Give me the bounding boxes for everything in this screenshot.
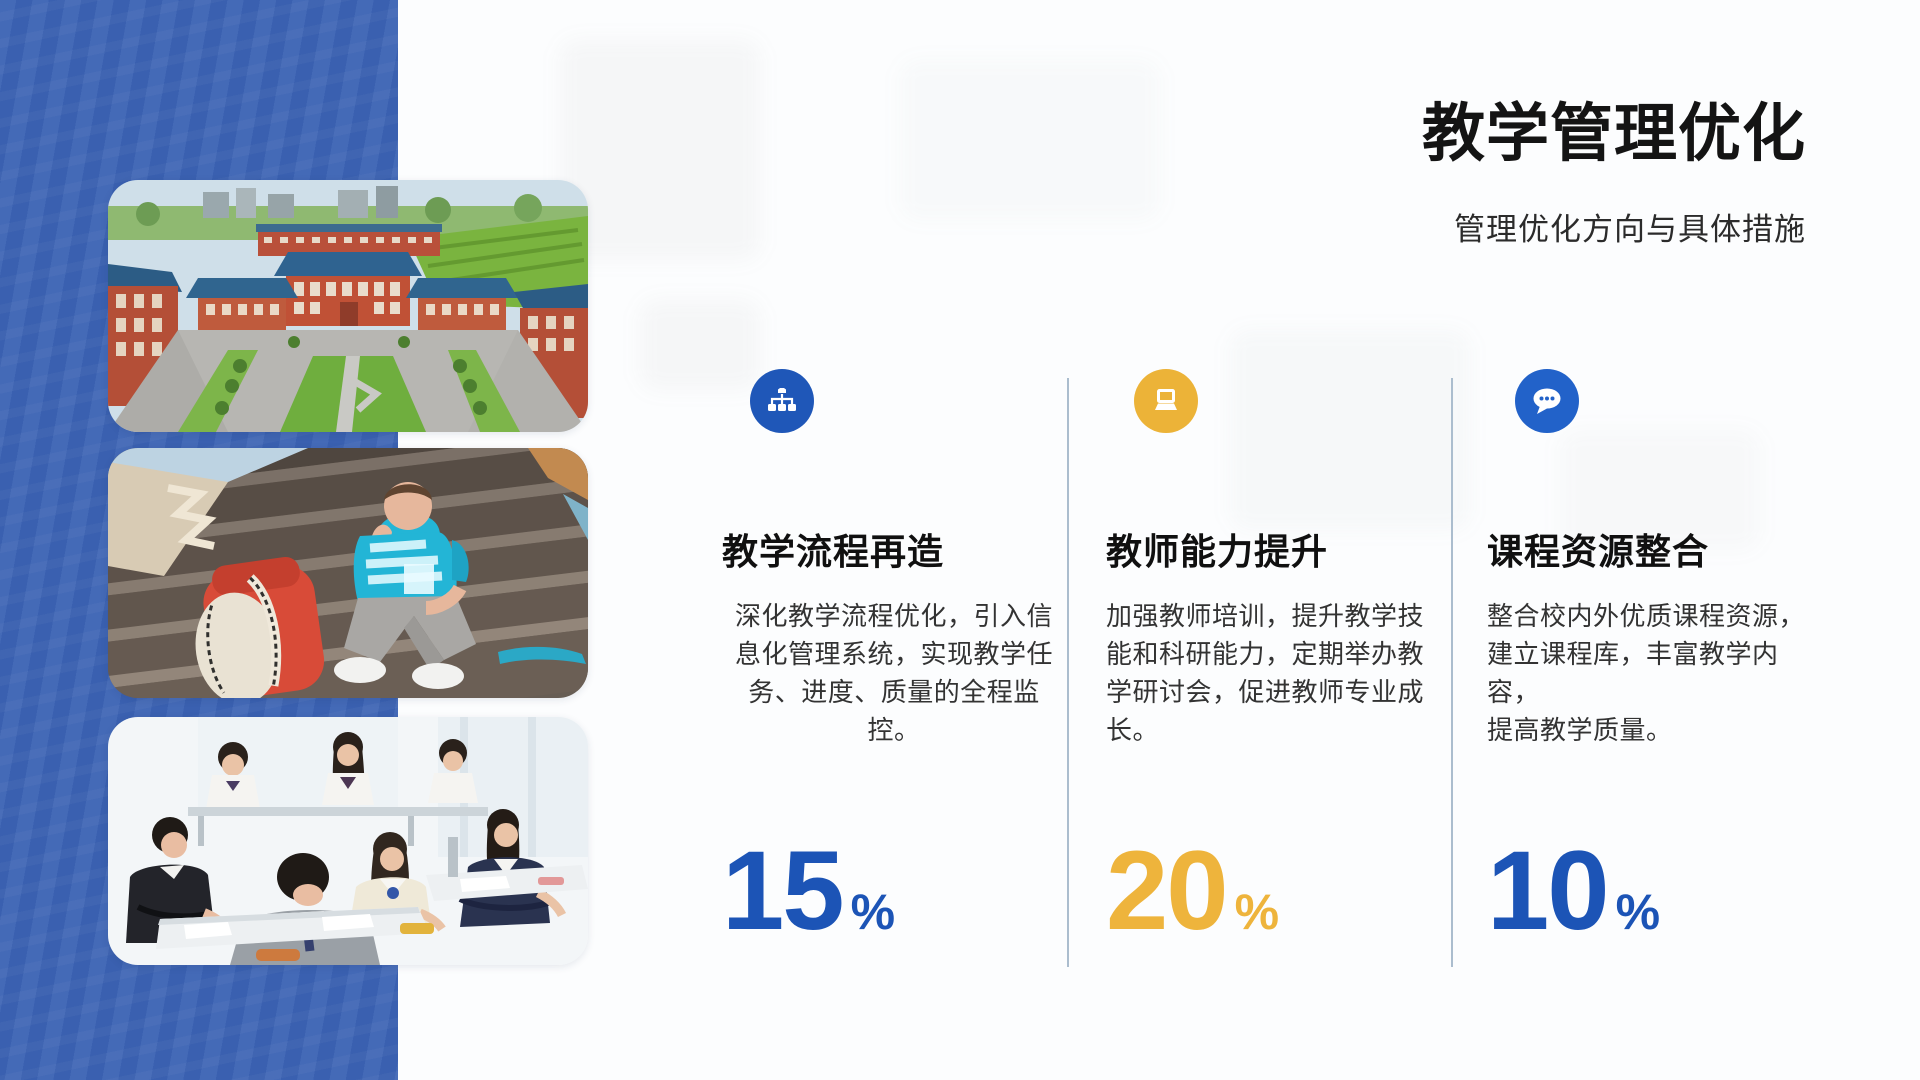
background-watermark	[900, 60, 1160, 220]
students-classroom-photo	[108, 717, 588, 965]
page-title: 教学管理优化	[1422, 99, 1806, 169]
stat-value: 20%	[1106, 835, 1279, 947]
stat-value: 10%	[1487, 835, 1660, 947]
column-heading: 课程资源整合	[1487, 531, 1710, 572]
stat-number: 15	[722, 828, 845, 953]
column-body: 整合校内外优质课程资源， 建立课程库，丰富教学内容， 提高教学质量。	[1487, 601, 1806, 745]
background-watermark	[640, 300, 760, 390]
chat-bubble-icon	[1515, 369, 1579, 433]
stat-number: 10	[1487, 828, 1610, 953]
column-heading: 教师能力提升	[1106, 531, 1329, 572]
stat-percent-sign: %	[850, 884, 896, 940]
stat-number: 20	[1106, 828, 1229, 953]
column-divider	[1067, 378, 1069, 967]
background-watermark	[560, 40, 760, 260]
stat-percent-sign: %	[1234, 884, 1280, 940]
column-course-resources: 课程资源整合 整合校内外优质课程资源， 建立课程库，丰富教学内容， 提高教学质量…	[1487, 369, 1831, 967]
column-divider	[1451, 378, 1453, 967]
stat-percent-sign: %	[1615, 884, 1661, 940]
stat-value: 15%	[722, 835, 895, 947]
sitemap-icon	[750, 369, 814, 433]
background-watermark	[1230, 330, 1470, 530]
column-body: 深化教学流程优化，引入信 息化管理系统，实现教学任 务、进度、质量的全程监控。	[734, 601, 1053, 745]
column-teaching-process: 教学流程再造 深化教学流程优化，引入信 息化管理系统，实现教学任 务、进度、质量…	[722, 369, 1066, 967]
campus-aerial-photo	[108, 180, 588, 432]
column-teacher-ability: 教师能力提升 加强教师培训，提升教学技 能和科研能力，定期举办教 学研讨会，促进…	[1106, 369, 1450, 967]
laptop-icon	[1134, 369, 1198, 433]
column-heading: 教学流程再造	[722, 531, 945, 572]
boy-on-steps-photo	[108, 448, 588, 698]
page-subtitle: 管理优化方向与具体措施	[1454, 212, 1806, 247]
column-body: 加强教师培训，提升教学技 能和科研能力，定期举办教 学研讨会，促进教师专业成 长…	[1106, 601, 1425, 745]
